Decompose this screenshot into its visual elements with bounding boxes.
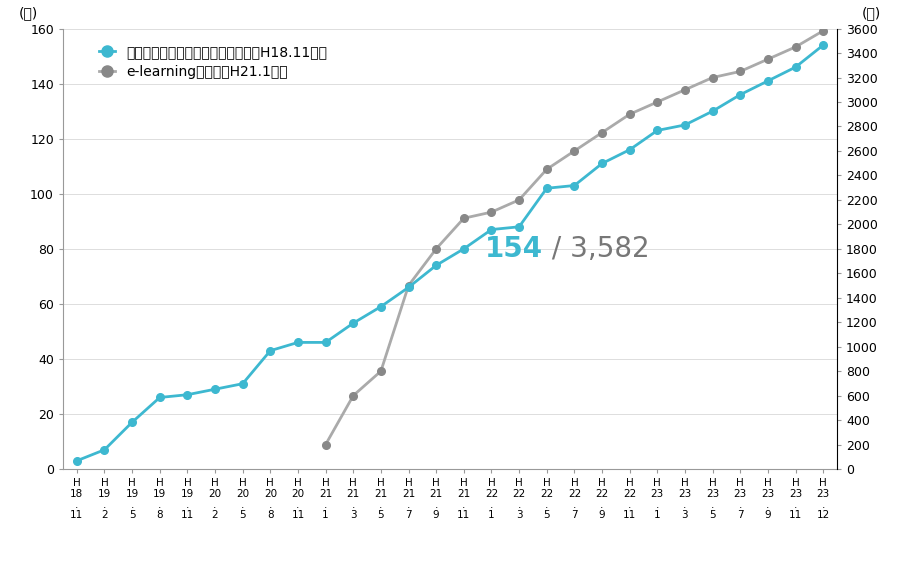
Text: (人): (人) <box>19 6 38 20</box>
Text: / 3,582: / 3,582 <box>543 235 650 263</box>
Text: 154: 154 <box>485 235 543 263</box>
Text: (人): (人) <box>862 6 881 20</box>
Legend: 女性医師再教育教センター申請者（H18.11～）, e-learning登録者（H21.1～）: 女性医師再教育教センター申請者（H18.11～）, e-learning登録者（… <box>94 40 333 85</box>
